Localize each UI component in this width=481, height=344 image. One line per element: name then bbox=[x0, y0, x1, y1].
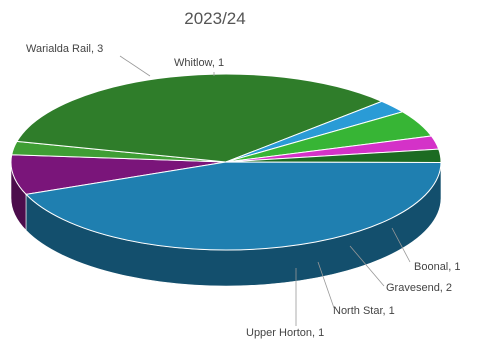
leader-line-north-star bbox=[317, 261, 335, 309]
pie-slice-unlabeled-2 bbox=[16, 73, 384, 163]
leader-line-gravesend bbox=[349, 245, 385, 287]
leader-line-warialda-rail bbox=[119, 55, 151, 77]
pie-labels: Warialda Rail, 3 Whitlow, 1 Boonal, 1 Grave… bbox=[26, 43, 460, 339]
pie-slice-warialda-rail-0 bbox=[10, 154, 227, 195]
leader-line-boonal bbox=[391, 227, 411, 263]
slice-label-gravesend: Gravesend, 2 bbox=[386, 282, 452, 294]
chart-title: 2023/24 bbox=[184, 9, 245, 28]
pie-tops bbox=[10, 73, 442, 251]
slice-label-boonal: Boonal, 1 bbox=[414, 261, 460, 273]
pie-slice-unlabeled-7 bbox=[25, 161, 442, 251]
slice-label-north-star: North Star, 1 bbox=[333, 305, 395, 317]
slice-label-upper-horton: Upper Horton, 1 bbox=[246, 327, 324, 339]
slice-label-warialda-rail: Warialda Rail, 3 bbox=[26, 43, 103, 55]
slice-label-whitlow: Whitlow, 1 bbox=[174, 57, 224, 69]
